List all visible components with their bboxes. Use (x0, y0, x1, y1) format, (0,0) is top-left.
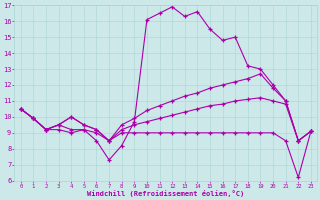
X-axis label: Windchill (Refroidissement éolien,°C): Windchill (Refroidissement éolien,°C) (87, 190, 244, 197)
